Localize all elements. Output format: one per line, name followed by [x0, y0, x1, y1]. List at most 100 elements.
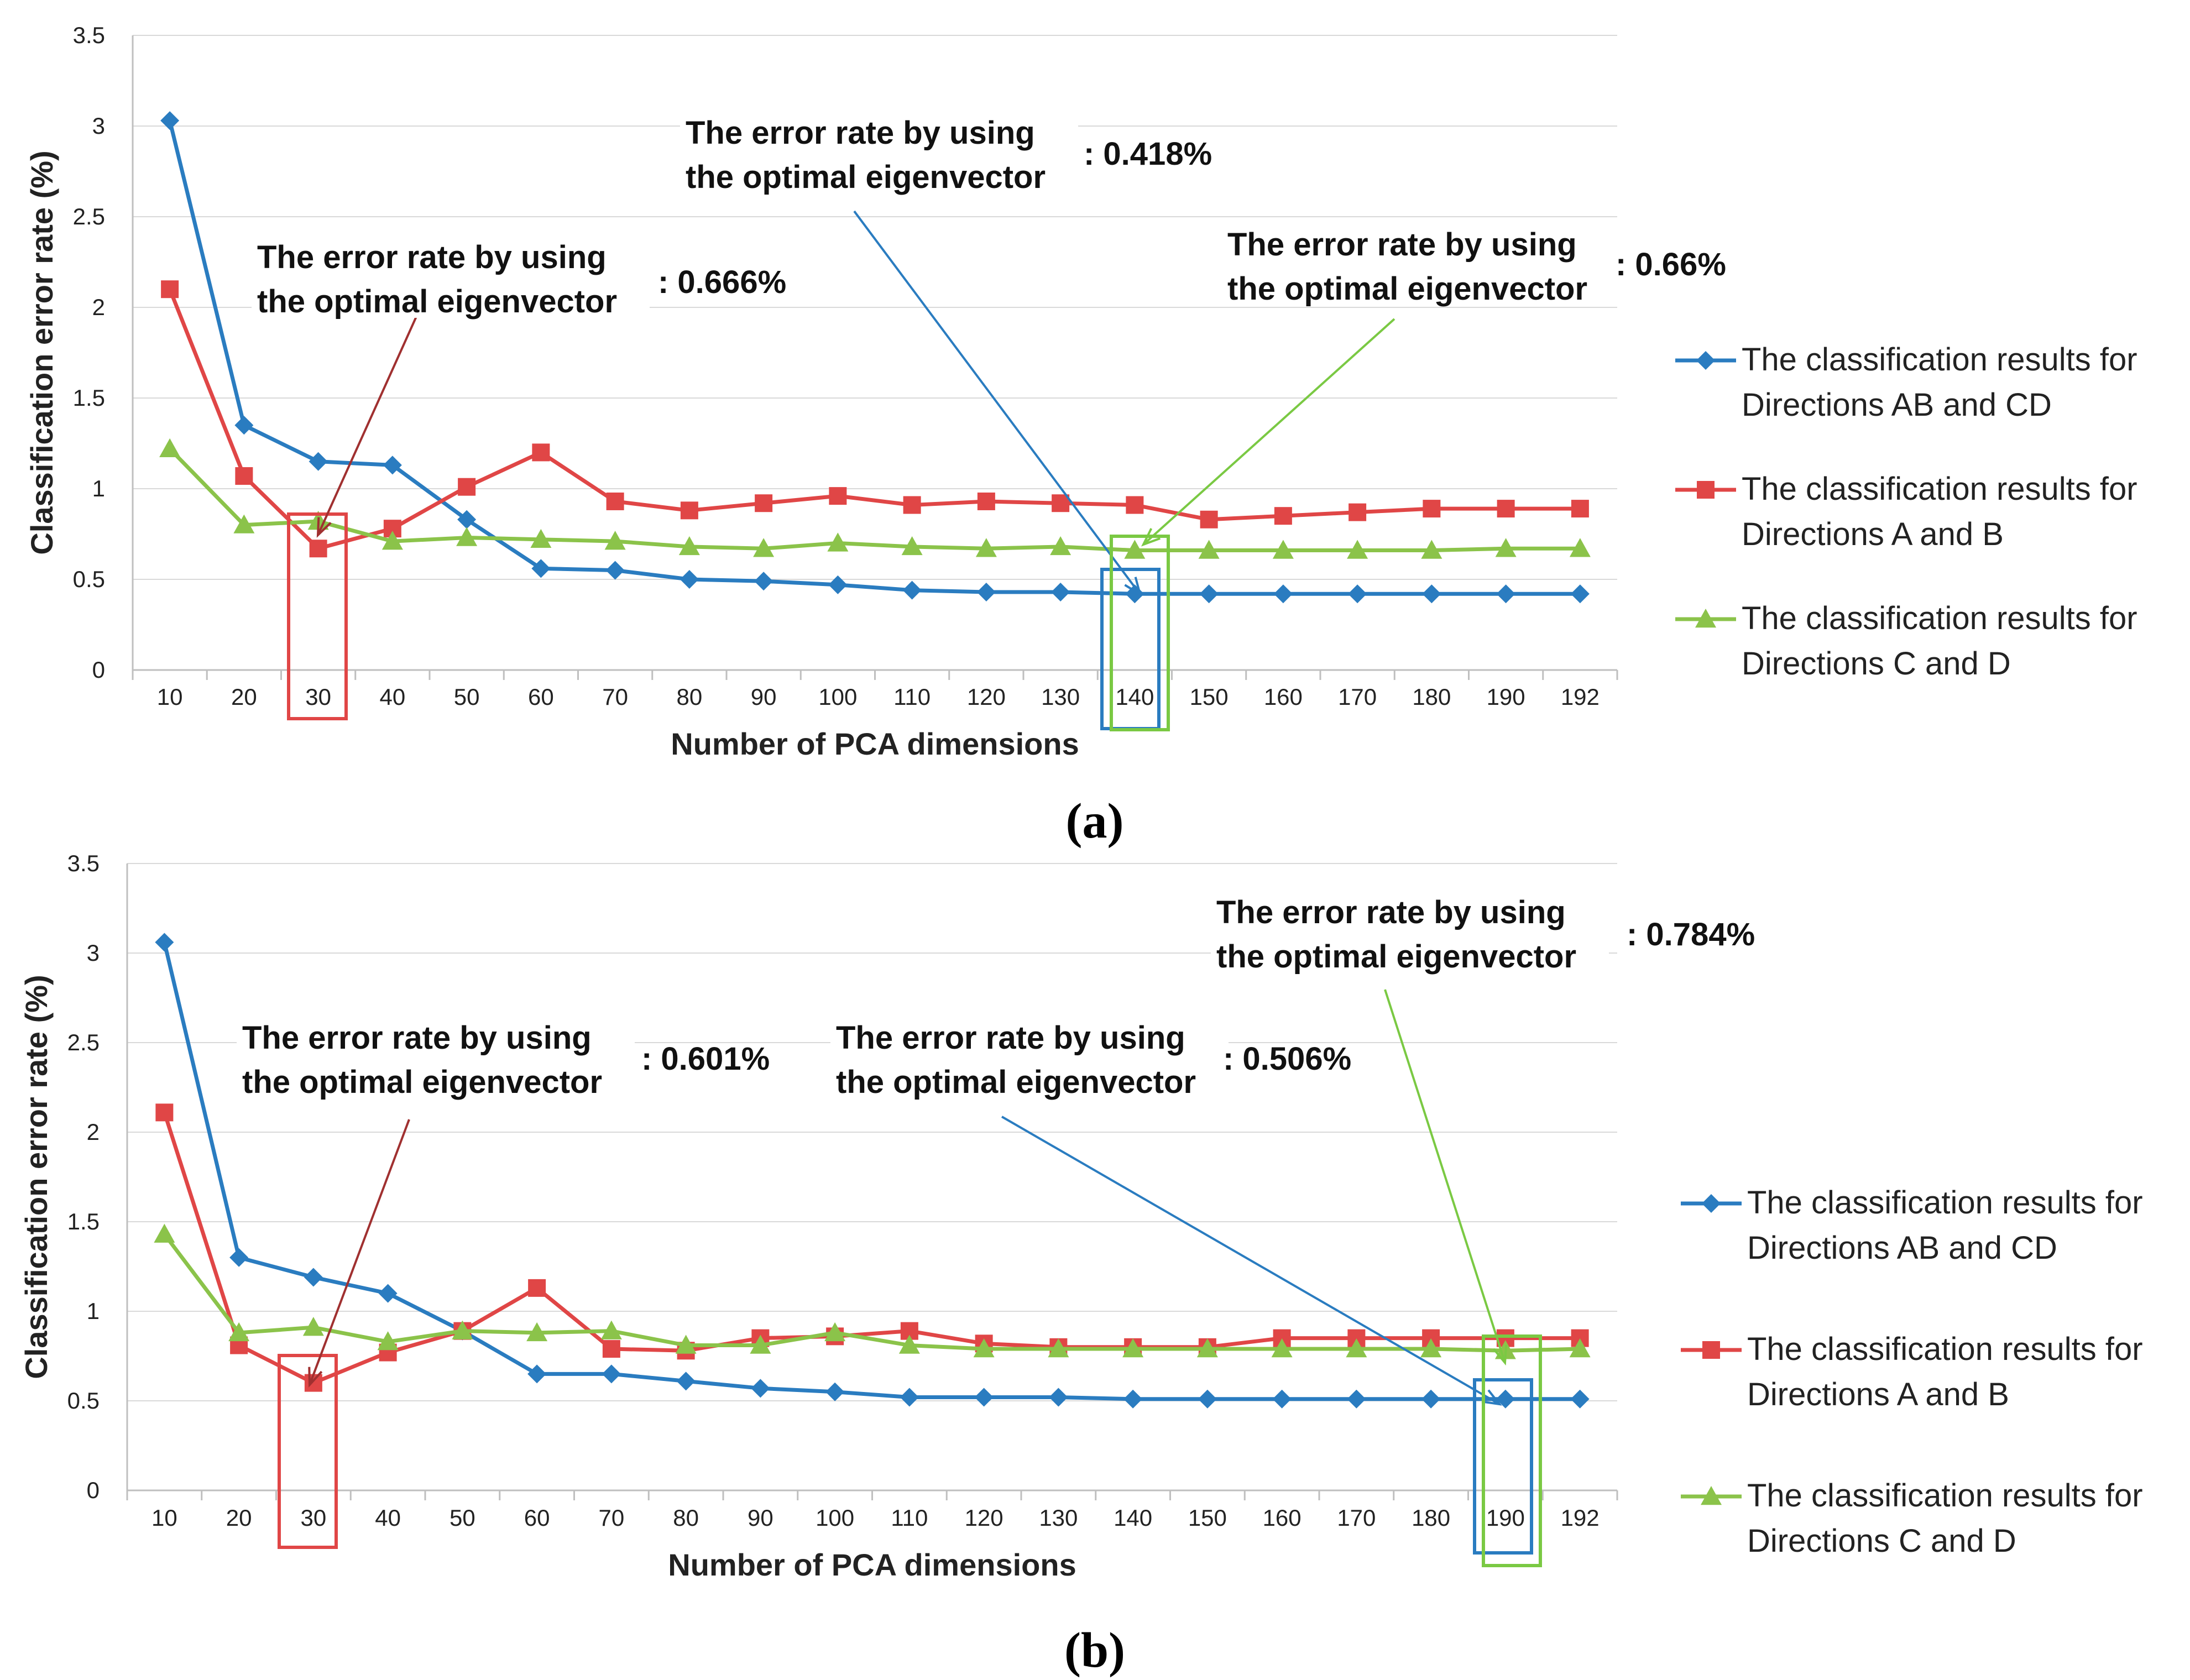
annotation-red: The error rate by using the optimal eigen…	[252, 235, 786, 720]
data-point	[900, 1388, 919, 1407]
data-point	[383, 456, 402, 475]
y-tick-label: 1.5	[67, 1208, 100, 1234]
data-point	[377, 1331, 399, 1351]
data-point	[1272, 540, 1294, 559]
series-line	[168, 288, 1580, 551]
data-point	[155, 933, 174, 952]
annotation-arrow	[317, 295, 427, 536]
y-tick-label: 0.5	[73, 566, 105, 592]
x-tick-label: 160	[1264, 684, 1303, 710]
annotation-arrow	[1142, 318, 1395, 546]
x-tick-label: 10	[151, 1505, 177, 1531]
x-tick-label: 170	[1337, 1505, 1376, 1531]
annotation-green: The error rate by using the optimal eigen…	[1110, 222, 1726, 731]
data-point	[902, 580, 922, 600]
data-point	[1496, 584, 1515, 604]
x-tick-label: 70	[599, 1505, 625, 1531]
annotation-line1: The error rate by using	[257, 239, 607, 275]
annotation-line2: the optimal eigenvector	[1227, 271, 1587, 307]
data-point	[233, 514, 255, 533]
data-point	[1200, 510, 1218, 528]
y-tick-label: 3.5	[67, 850, 100, 876]
data-point	[1420, 1338, 1442, 1358]
legend-label-line1: The classification results for	[1742, 471, 2137, 507]
legend-item-red: The classification results for Directions…	[1675, 471, 2137, 552]
annotation-arrow	[309, 1119, 410, 1385]
legend-label-line2: Directions AB and CD	[1742, 387, 2052, 423]
panel-label: (a)	[1066, 794, 1124, 849]
data-point	[604, 531, 626, 550]
data-point	[898, 1334, 920, 1354]
data-point	[754, 572, 773, 591]
data-point	[676, 1372, 696, 1391]
x-tick-label: 100	[816, 1505, 854, 1531]
x-tick-label: 180	[1412, 1505, 1450, 1531]
data-point	[1570, 1389, 1590, 1409]
data-point	[824, 1322, 846, 1342]
x-tick-label: 10	[157, 684, 183, 710]
data-point	[1124, 540, 1146, 559]
legend-label-line2: Directions AB and CD	[1747, 1230, 2057, 1266]
annotation-line1: The error rate by using	[242, 1020, 592, 1056]
y-tick-label: 3	[92, 113, 105, 139]
panel-label: (b)	[1064, 1623, 1125, 1678]
data-point	[527, 1364, 547, 1384]
legend: The classification results for Directions…	[1681, 1185, 2143, 1559]
legend-label-line2: Directions C and D	[1747, 1523, 2016, 1559]
data-point	[1496, 1389, 1515, 1409]
data-point	[1346, 1338, 1367, 1358]
data-point	[680, 501, 698, 520]
data-point	[976, 582, 996, 601]
y-tick-label: 2.5	[73, 203, 105, 229]
annotation-blue: The error rate by using the optimal eigen…	[680, 111, 1212, 730]
data-point	[155, 1103, 174, 1122]
x-tick-label: 110	[891, 1505, 928, 1531]
data-point	[309, 540, 327, 558]
panel-b: 0 0.5 1 1.5 2 2.5 3 3.5 10 20 30 40 50 60 70 80 90 100 110…	[19, 850, 2143, 1678]
data-point	[974, 1388, 994, 1407]
x-tick-label: 140	[1114, 1505, 1152, 1531]
data-point	[829, 487, 847, 505]
annotation-line2: the optimal eigenvector	[257, 284, 617, 320]
data-point	[1122, 1338, 1144, 1358]
highlight-box	[1110, 535, 1170, 731]
legend-label-line2: Directions C and D	[1742, 646, 2011, 682]
x-tick-label: 130	[1041, 684, 1080, 710]
data-point	[452, 1320, 473, 1339]
series-green	[159, 438, 1591, 559]
data-point	[229, 1248, 249, 1267]
annotation-red: The error rate by using the optimal eigen…	[237, 1016, 770, 1549]
legend-item-green: The classification results for Directions…	[1675, 600, 2137, 682]
data-point	[456, 527, 478, 546]
data-point	[1349, 503, 1367, 521]
y-tick-label: 1.5	[73, 385, 105, 411]
arrow-head	[1141, 528, 1161, 547]
annotation-bg	[680, 111, 1078, 193]
data-point	[828, 575, 848, 594]
data-point	[1421, 540, 1442, 559]
data-point	[1123, 1389, 1143, 1409]
series-line	[163, 1233, 1580, 1353]
data-point	[378, 1284, 398, 1303]
x-tick-label: 120	[967, 684, 1006, 710]
data-point	[531, 559, 551, 578]
y-tick-label: 2.5	[67, 1029, 100, 1055]
y-tick-label: 3.5	[73, 22, 105, 48]
data-point	[1347, 540, 1368, 559]
x-tick-label: 50	[454, 684, 480, 710]
series-line	[168, 120, 1580, 596]
y-tick-label: 3	[87, 940, 100, 966]
data-point	[381, 531, 403, 550]
x-tick-label: 170	[1338, 684, 1377, 710]
x-tick-label: 130	[1039, 1505, 1078, 1531]
legend-marker	[1695, 609, 1716, 628]
annotation-arrow	[853, 210, 1141, 595]
highlight-box	[287, 512, 348, 720]
data-point	[1274, 507, 1292, 525]
x-tick-label: 60	[524, 1505, 550, 1531]
annotation-line2: the optimal eigenvector	[836, 1064, 1196, 1100]
series-blue	[155, 933, 1590, 1409]
legend-label-line1: The classification results for	[1742, 600, 2137, 636]
x-tick-label: 70	[602, 684, 628, 710]
annotation-value: : 0.666%	[658, 264, 786, 300]
